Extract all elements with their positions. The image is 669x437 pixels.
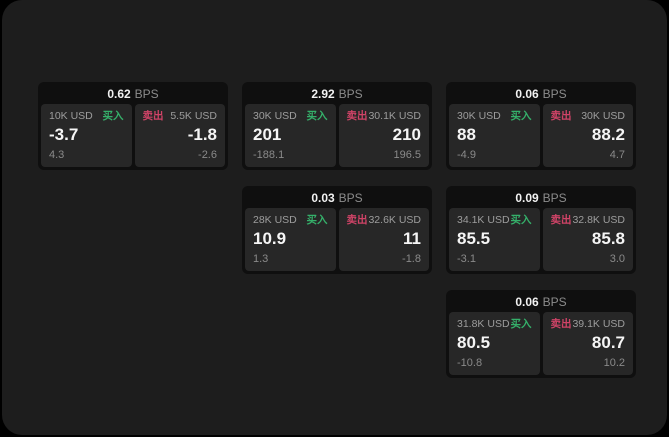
buy-amount: 31.8K USD (457, 318, 510, 330)
quote-card: 0.62 BPS 10K USD 买入 -3.7 4.3 卖出 5.5K USD … (38, 82, 228, 170)
sell-side-label: 卖出 (346, 110, 368, 122)
spread-unit-label: BPS (542, 87, 567, 101)
sell-price: -1.8 (187, 125, 217, 144)
buy-price: 88 (457, 125, 476, 144)
sell-price: 210 (392, 125, 421, 144)
spread-unit-label: BPS (134, 87, 159, 101)
buy-sub-value: 1.3 (253, 253, 269, 265)
sell-amount: 32.6K USD (368, 214, 421, 226)
buy-amount: 10K USD (49, 110, 93, 122)
spread-unit-label: BPS (338, 191, 363, 205)
spread-unit-label: BPS (542, 191, 567, 205)
spread-header: 0.09 BPS (449, 189, 633, 208)
buy-price: 85.5 (457, 229, 491, 248)
sell-panel[interactable]: 卖出 5.5K USD -1.8 -2.6 (134, 104, 225, 167)
buy-side-label: 买入 (510, 214, 532, 226)
spread-unit-label: BPS (338, 87, 363, 101)
spread-header: 2.92 BPS (245, 85, 429, 104)
buy-amount: 30K USD (253, 110, 297, 122)
sell-amount: 5.5K USD (170, 110, 217, 122)
buy-sub-value: 4.3 (49, 149, 65, 161)
spread-value: 0.09 (515, 191, 539, 205)
buy-price: 201 (253, 125, 282, 144)
sell-price: 11 (403, 229, 421, 248)
spread-header: 0.03 BPS (245, 189, 429, 208)
sell-amount: 39.1K USD (572, 318, 625, 330)
buy-price: -3.7 (49, 125, 79, 144)
sell-side-label: 卖出 (550, 318, 572, 330)
buy-panel[interactable]: 30K USD 买入 201 -188.1 (245, 104, 336, 167)
sell-sub-value: 10.2 (603, 357, 625, 369)
sell-sub-value: 4.7 (609, 149, 625, 161)
sell-panel[interactable]: 卖出 30K USD 88.2 4.7 (542, 104, 633, 167)
quote-card: 0.03 BPS 28K USD 买入 10.9 1.3 卖出 32.6K USD… (242, 186, 432, 274)
sell-sub-value: 3.0 (609, 253, 625, 265)
sell-sub-value: -1.8 (402, 253, 421, 265)
sell-amount: 32.8K USD (572, 214, 625, 226)
buy-amount: 28K USD (253, 214, 297, 226)
spread-unit-label: BPS (542, 295, 567, 309)
sell-side-label: 卖出 (550, 214, 572, 226)
buy-side-label: 买入 (306, 110, 328, 122)
sell-price: 85.8 (591, 229, 625, 248)
spread-header: 0.06 BPS (449, 85, 633, 104)
quote-card: 0.06 BPS 30K USD 买入 88 -4.9 卖出 30K USD 88… (446, 82, 636, 170)
buy-amount: 34.1K USD (457, 214, 510, 226)
sell-sub-value: 196.5 (393, 149, 421, 161)
spread-value: 0.06 (515, 87, 539, 101)
spread-header: 0.62 BPS (41, 85, 225, 104)
sell-panel[interactable]: 卖出 32.8K USD 85.8 3.0 (542, 208, 633, 271)
buy-side-label: 买入 (510, 318, 532, 330)
buy-side-label: 买入 (306, 214, 328, 226)
sell-amount: 30K USD (581, 110, 625, 122)
buy-panel[interactable]: 31.8K USD 买入 80.5 -10.8 (449, 312, 540, 375)
buy-panel[interactable]: 28K USD 买入 10.9 1.3 (245, 208, 336, 271)
spread-value: 0.03 (311, 191, 335, 205)
spread-value: 2.92 (311, 87, 335, 101)
quote-card: 0.06 BPS 31.8K USD 买入 80.5 -10.8 卖出 39.1K… (446, 290, 636, 378)
sell-price: 80.7 (591, 333, 625, 352)
buy-side-label: 买入 (510, 110, 532, 122)
buy-side-label: 买入 (102, 110, 124, 122)
buy-sub-value: -3.1 (457, 253, 476, 265)
spread-header: 0.06 BPS (449, 293, 633, 312)
spread-value: 0.62 (107, 87, 131, 101)
sell-amount: 30.1K USD (368, 110, 421, 122)
sell-panel[interactable]: 卖出 30.1K USD 210 196.5 (338, 104, 429, 167)
buy-panel[interactable]: 30K USD 买入 88 -4.9 (449, 104, 540, 167)
buy-sub-value: -10.8 (457, 357, 483, 369)
sell-sub-value: -2.6 (198, 149, 217, 161)
buy-sub-value: -4.9 (457, 149, 476, 161)
buy-panel[interactable]: 34.1K USD 买入 85.5 -3.1 (449, 208, 540, 271)
spread-value: 0.06 (515, 295, 539, 309)
sell-side-label: 卖出 (142, 110, 164, 122)
sell-side-label: 卖出 (550, 110, 572, 122)
buy-panel[interactable]: 10K USD 买入 -3.7 4.3 (41, 104, 132, 167)
buy-price: 10.9 (253, 229, 287, 248)
sell-panel[interactable]: 卖出 39.1K USD 80.7 10.2 (542, 312, 633, 375)
quote-card: 0.09 BPS 34.1K USD 买入 85.5 -3.1 卖出 32.8K … (446, 186, 636, 274)
buy-amount: 30K USD (457, 110, 501, 122)
buy-sub-value: -188.1 (253, 149, 285, 161)
sell-panel[interactable]: 卖出 32.6K USD 11 -1.8 (338, 208, 429, 271)
sell-price: 88.2 (591, 125, 625, 144)
buy-price: 80.5 (457, 333, 491, 352)
sell-side-label: 卖出 (346, 214, 368, 226)
quote-card: 2.92 BPS 30K USD 买入 201 -188.1 卖出 30.1K U… (242, 82, 432, 170)
